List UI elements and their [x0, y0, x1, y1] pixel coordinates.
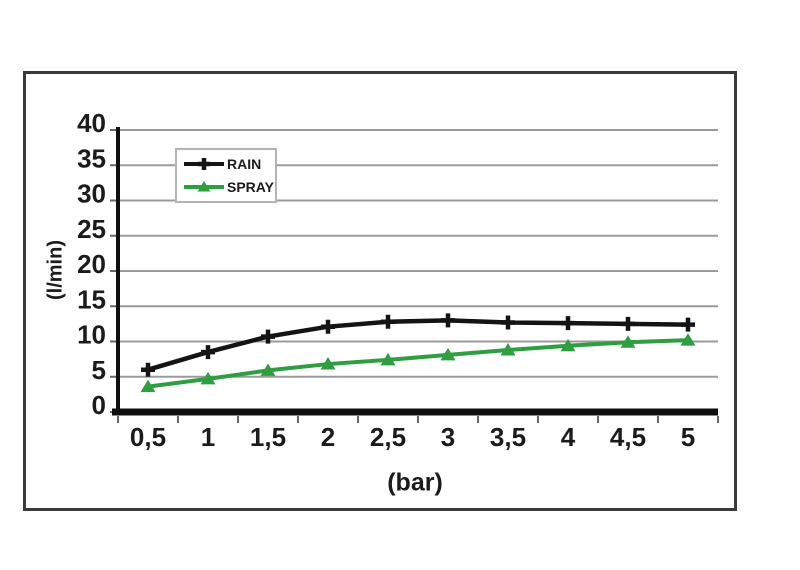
x-axis-line — [112, 408, 718, 416]
svg-text:25: 25 — [77, 214, 106, 244]
svg-text:10: 10 — [77, 320, 106, 350]
series-rain — [141, 313, 695, 377]
svg-text:20: 20 — [77, 249, 106, 279]
svg-text:2,5: 2,5 — [370, 422, 406, 452]
y-tick-labels: 0 5 10 15 20 25 30 35 40 — [77, 108, 106, 420]
legend-label-rain: RAIN — [227, 156, 262, 173]
svg-text:3,5: 3,5 — [490, 422, 526, 452]
series-spray — [140, 333, 696, 393]
svg-text:3: 3 — [441, 422, 455, 452]
legend-label-spray: SPRAY — [227, 178, 274, 195]
svg-text:30: 30 — [77, 179, 106, 209]
svg-text:4: 4 — [561, 422, 576, 452]
svg-text:1: 1 — [201, 422, 215, 452]
y-axis-line — [116, 127, 120, 415]
svg-text:15: 15 — [77, 284, 106, 314]
y-axis-title: (l/min) — [44, 240, 67, 300]
spray-line-swatch-icon — [184, 180, 224, 192]
svg-text:0: 0 — [92, 390, 106, 420]
svg-text:35: 35 — [77, 143, 106, 173]
x-tick-labels: 0,5 1 1,5 2 2,5 3 3,5 4 4,5 5 — [130, 422, 695, 452]
legend-item-spray: SPRAY — [182, 179, 275, 195]
svg-text:1,5: 1,5 — [250, 422, 286, 452]
svg-text:0,5: 0,5 — [130, 422, 166, 452]
rain-line-swatch-icon — [184, 158, 224, 171]
legend-item-rain: RAIN — [182, 156, 275, 172]
svg-text:5: 5 — [92, 355, 106, 385]
chart-frame: 0 5 10 15 20 25 30 35 40 0,5 1 1,5 2 2,5 3 3,5 4 4,5 5 (l/… — [23, 71, 737, 511]
svg-text:40: 40 — [77, 108, 106, 138]
x-axis-title: (bar) — [387, 468, 443, 497]
svg-text:2: 2 — [321, 422, 335, 452]
flow-rate-chart: 0 5 10 15 20 25 30 35 40 0,5 1 1,5 2 2,5 3 3,5 4 4,5 5 — [77, 108, 719, 452]
svg-text:4,5: 4,5 — [610, 422, 646, 452]
legend: RAIN SPRAY — [175, 148, 277, 203]
svg-text:5: 5 — [681, 422, 695, 452]
